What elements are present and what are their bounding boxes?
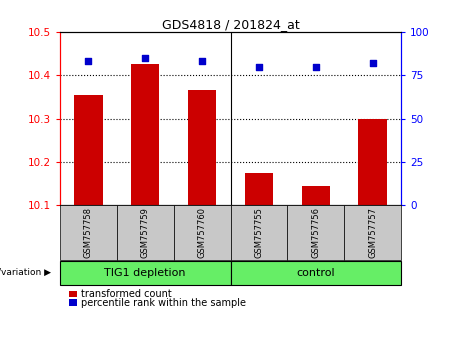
Text: GSM757756: GSM757756 xyxy=(311,207,320,258)
Bar xyxy=(358,119,387,205)
Point xyxy=(142,55,149,61)
Text: GSM757757: GSM757757 xyxy=(368,207,377,258)
Text: transformed count: transformed count xyxy=(81,289,172,299)
Bar xyxy=(245,173,273,205)
Point xyxy=(198,58,206,64)
Bar xyxy=(301,186,330,205)
Title: GDS4818 / 201824_at: GDS4818 / 201824_at xyxy=(162,18,299,31)
Text: percentile rank within the sample: percentile rank within the sample xyxy=(81,298,246,308)
Bar xyxy=(131,64,160,205)
Text: GSM757758: GSM757758 xyxy=(84,207,93,258)
Point xyxy=(312,64,319,69)
Bar xyxy=(188,90,216,205)
Text: GSM757759: GSM757759 xyxy=(141,207,150,258)
Text: GSM757760: GSM757760 xyxy=(198,207,207,258)
Bar xyxy=(74,95,102,205)
Text: control: control xyxy=(296,268,335,278)
Text: genotype/variation ▶: genotype/variation ▶ xyxy=(0,268,51,278)
Text: GSM757755: GSM757755 xyxy=(254,207,263,258)
Point xyxy=(85,58,92,64)
Point xyxy=(369,60,376,66)
Point xyxy=(255,64,263,69)
Text: TIG1 depletion: TIG1 depletion xyxy=(105,268,186,278)
